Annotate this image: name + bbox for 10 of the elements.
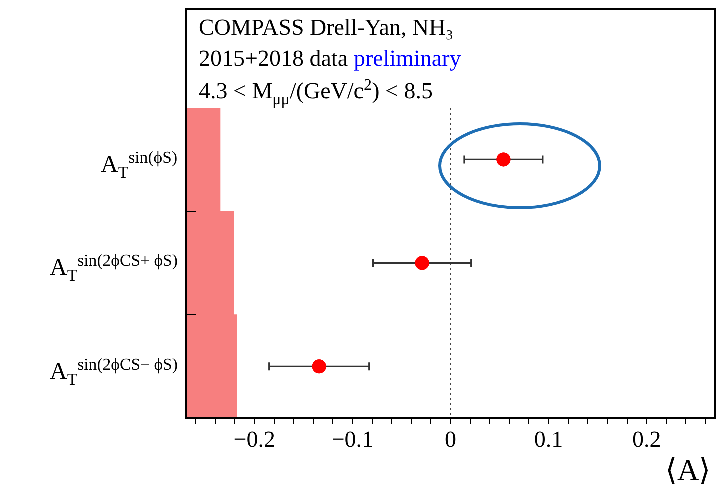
text: 2015+2018 data bbox=[199, 46, 348, 71]
x-tick-label: −0.2 bbox=[234, 427, 276, 452]
x-tick-label: 0.1 bbox=[534, 427, 564, 452]
text: COMPASS Drell-Yan, NH₃ bbox=[199, 15, 454, 40]
x-axis-title: ⟨A⟩ bbox=[666, 454, 712, 487]
x-tick-label: 0.2 bbox=[632, 427, 662, 452]
x-tick-label: −0.1 bbox=[332, 427, 374, 452]
x-tick-label: 0 bbox=[445, 427, 456, 452]
annotation: 4.3 < M$_{μμ}$/(GeV/c$^{2}$) < 8.5 bbox=[199, 77, 433, 108]
text: preliminary bbox=[354, 46, 462, 71]
